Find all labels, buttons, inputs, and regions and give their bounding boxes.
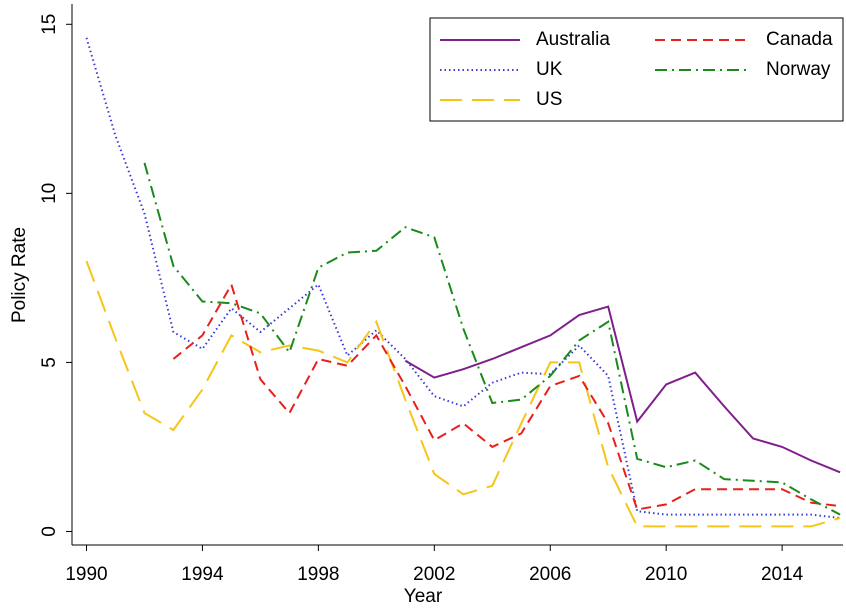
x-tick-label: 2010: [645, 564, 687, 585]
x-tick-label: 2002: [413, 564, 455, 585]
legend-label: Canada: [766, 29, 833, 50]
legend-label: UK: [536, 59, 563, 80]
x-tick-label: 2014: [761, 564, 804, 585]
x-tick-label: 2006: [529, 564, 571, 585]
y-axis-title: Policy Rate: [9, 227, 30, 323]
x-tick-label: 1998: [297, 564, 339, 585]
legend-label: Norway: [766, 59, 831, 80]
x-tick-label: 1994: [181, 564, 224, 585]
legend-label: Australia: [536, 29, 610, 50]
y-tick-label: 10: [39, 183, 60, 204]
series-line: [143, 162, 841, 516]
legend-label: US: [536, 89, 562, 110]
y-tick-label: 0: [39, 526, 60, 537]
x-tick-label: 1990: [65, 564, 107, 585]
series-line: [172, 282, 841, 511]
y-tick-label: 15: [39, 14, 60, 35]
series-line: [85, 260, 841, 528]
x-axis-title: Year: [404, 586, 443, 607]
y-tick-label: 5: [39, 357, 60, 368]
series-line: [404, 305, 841, 474]
